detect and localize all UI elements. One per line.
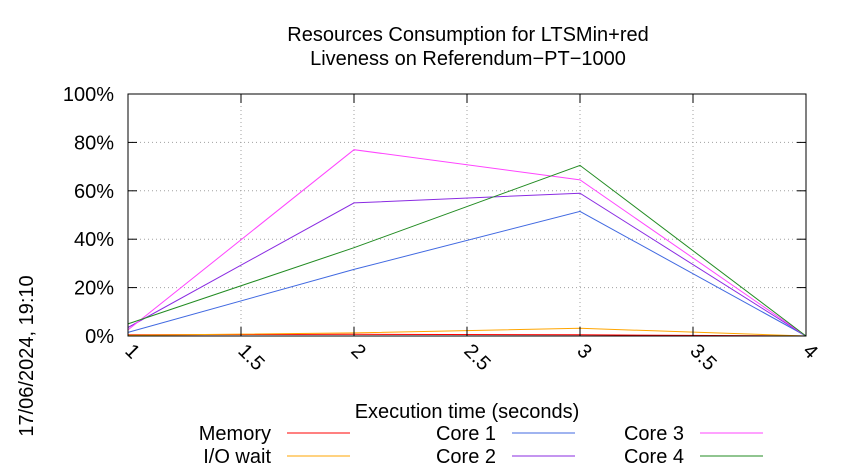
x-axis-label: Execution time (seconds) [355, 401, 580, 423]
y-tick-label: 100% [63, 84, 114, 106]
x-tick-label: 3 [572, 340, 595, 363]
legend-label-i-o-wait: I/O wait [203, 446, 271, 468]
series-line-core-3 [127, 149, 807, 337]
series-line-core-2 [127, 192, 807, 337]
y-tick-label: 60% [74, 181, 114, 203]
y-tick-label: 40% [74, 229, 114, 251]
y-tick-label: 20% [74, 278, 114, 300]
y-tick-label: 0% [85, 326, 114, 348]
x-tick-label: 1 [120, 340, 143, 363]
legend-label-core-4: Core 4 [624, 446, 684, 468]
x-tick-label: 1.5 [233, 340, 268, 375]
x-tick-label: 2 [346, 340, 369, 363]
series-line-core-1 [127, 210, 807, 337]
timestamp: 17/06/2024, 19:10 [16, 275, 38, 436]
x-tick-label: 2.5 [459, 340, 494, 375]
legend-label-core-3: Core 3 [624, 423, 684, 445]
chart-title-line-2: Liveness on Referendum−PT−1000 [310, 48, 626, 70]
chart-title-line-1: Resources Consumption for LTSMin+red [287, 24, 648, 46]
legend-label-core-2: Core 2 [436, 446, 496, 468]
y-tick-label: 80% [74, 132, 114, 154]
legend-label-memory: Memory [199, 423, 271, 445]
series-line-core-4 [127, 164, 807, 337]
legend-label-core-1: Core 1 [436, 423, 496, 445]
grid-lines [128, 94, 806, 336]
x-tick-label: 4 [798, 340, 821, 363]
x-tick-label: 3.5 [685, 340, 720, 375]
